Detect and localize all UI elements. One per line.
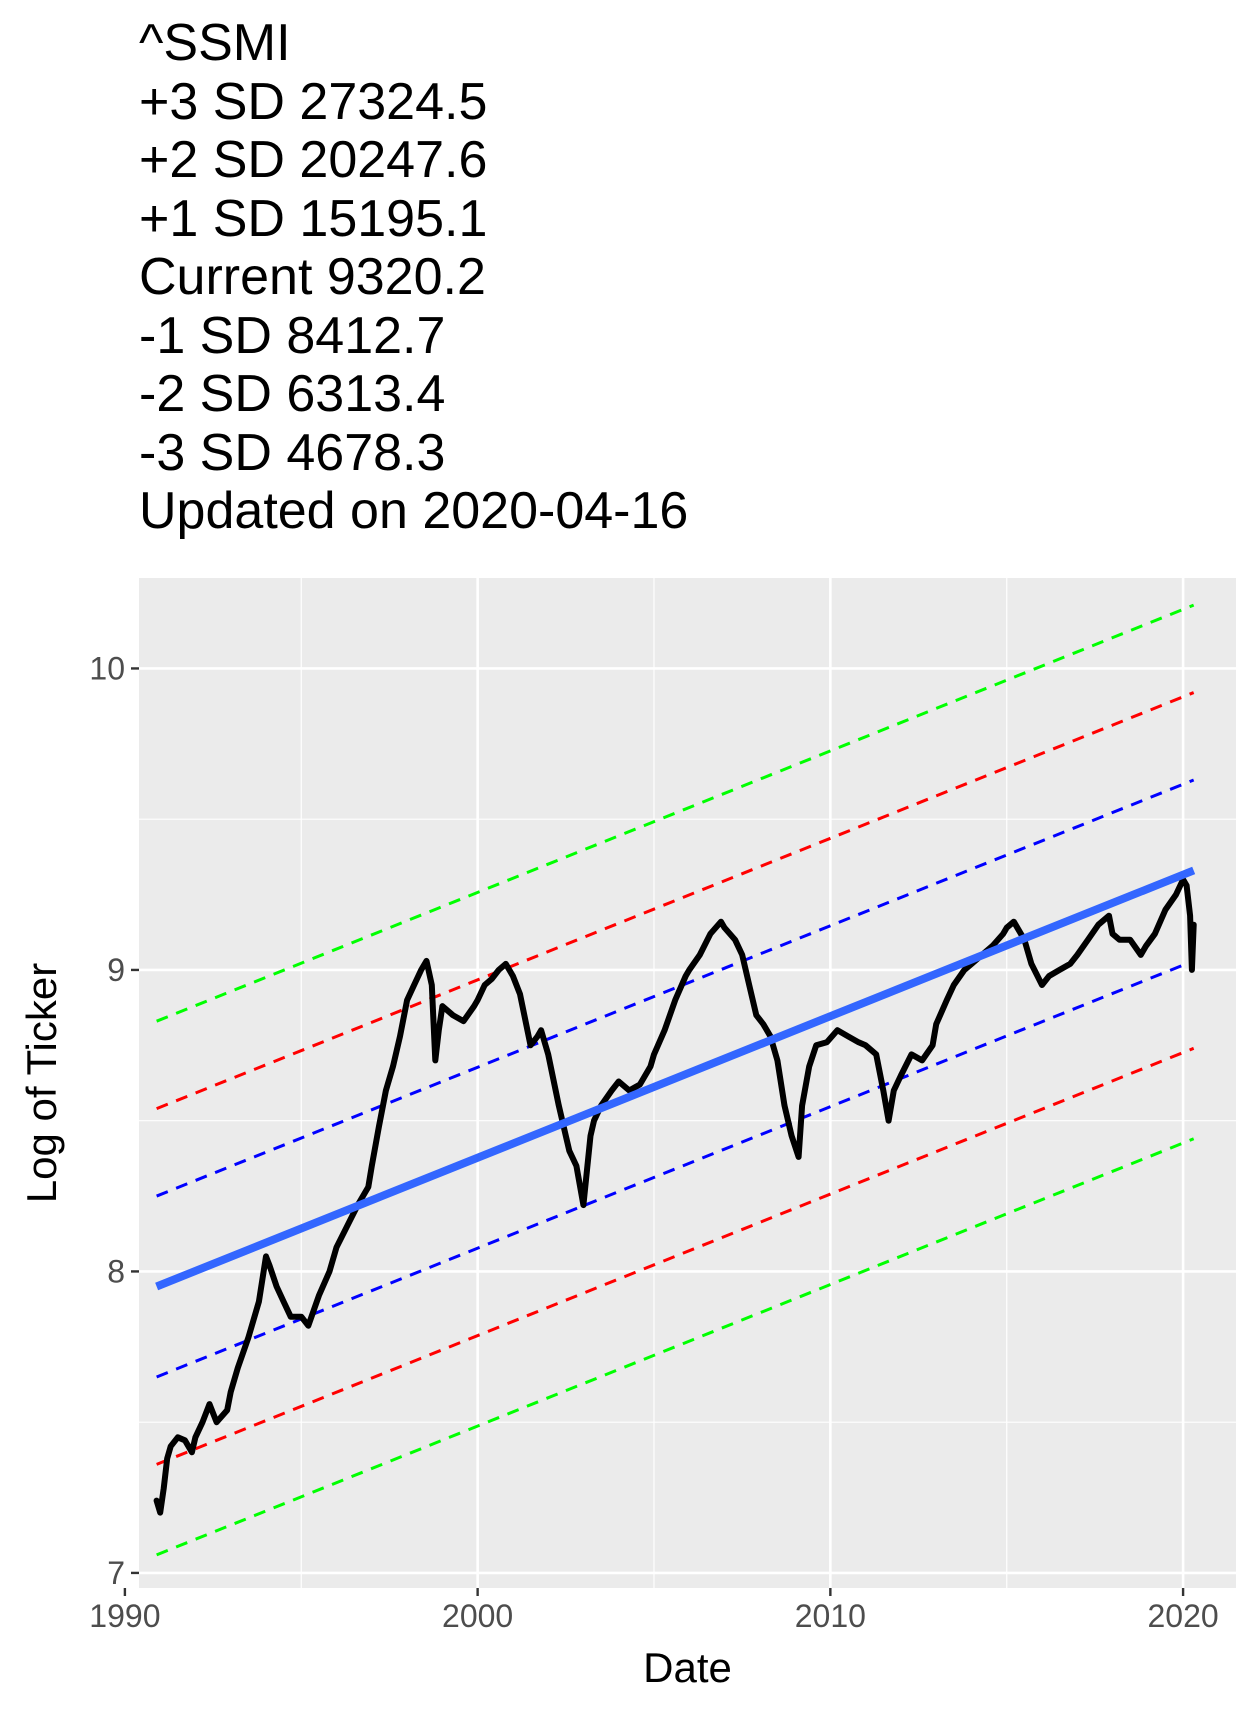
chart-title: ^SSMI +3 SD 27324.5 +2 SD 20247.6 +1 SD … xyxy=(139,14,688,541)
plot-panel xyxy=(139,578,1236,1588)
title-minus-1sd: -1 SD 8412.7 xyxy=(139,306,446,365)
x-tick-label: 2020 xyxy=(1147,1598,1218,1634)
sd-band-line xyxy=(156,603,1195,1023)
axes: 1990 2000 2010 2020 7 8 9 10 xyxy=(89,650,1218,1634)
title-plus-3sd: +3 SD 27324.5 xyxy=(139,72,488,131)
grid-major xyxy=(123,578,1236,1588)
sd-bands xyxy=(156,603,1195,1557)
x-tick-label: 2010 xyxy=(795,1598,866,1634)
sd-band-line xyxy=(156,1137,1195,1557)
title-minus-2sd: -2 SD 6313.4 xyxy=(139,365,446,423)
y-tick-label: 7 xyxy=(107,1555,125,1591)
grid-minor xyxy=(139,578,1236,1588)
sd-band-line xyxy=(156,778,1195,1198)
price-series xyxy=(153,876,1197,1516)
trend-line-group xyxy=(155,866,1196,1291)
sd-band-line xyxy=(156,959,1195,1379)
trend-line xyxy=(155,866,1196,1291)
title-plus-1sd: +1 SD 15195.1 xyxy=(139,189,488,248)
y-tick-label: 8 xyxy=(107,1253,125,1289)
title-minus-3sd: -3 SD 4678.3 xyxy=(139,423,446,482)
sd-band-line xyxy=(156,1046,1195,1466)
title-updated: Updated on 2020-04-16 xyxy=(139,482,689,540)
title-plus-2sd: +2 SD 20247.6 xyxy=(139,131,488,189)
x-tick-label: 1990 xyxy=(89,1598,160,1634)
title-ticker: ^SSMI xyxy=(139,14,291,72)
y-axis-title: Log of Ticker xyxy=(18,963,65,1203)
x-tick-label: 2000 xyxy=(442,1598,513,1634)
x-axis-title: Date xyxy=(643,1644,732,1691)
title-current: Current 9320.2 xyxy=(139,248,486,306)
y-tick-label: 9 xyxy=(107,952,125,988)
sd-band-line xyxy=(156,691,1195,1111)
price-line xyxy=(153,876,1197,1516)
y-tick-label: 10 xyxy=(89,650,125,686)
